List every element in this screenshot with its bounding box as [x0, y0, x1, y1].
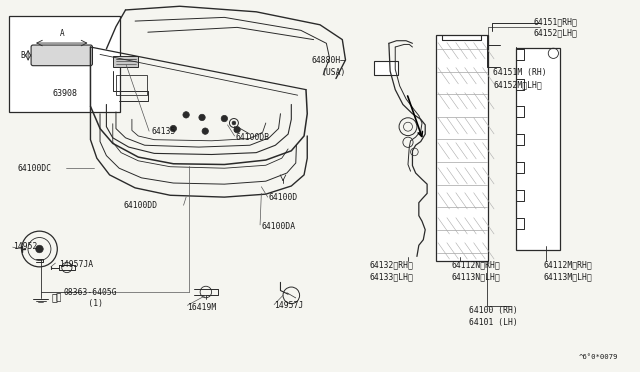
Circle shape: [199, 114, 205, 121]
Circle shape: [36, 245, 44, 253]
Text: 64112N（RH）
64113N（LH）: 64112N（RH） 64113N（LH）: [451, 260, 500, 281]
Text: 64112M（RH）
64113M（LH）: 64112M（RH） 64113M（LH）: [543, 260, 592, 281]
Text: 08363-6405G
     (1): 08363-6405G (1): [64, 288, 117, 308]
Text: ^6°0*0079: ^6°0*0079: [579, 354, 618, 360]
Circle shape: [232, 121, 236, 125]
Text: 64100D: 64100D: [269, 193, 298, 202]
Bar: [374, 61, 399, 75]
Text: A: A: [60, 29, 64, 38]
Text: B: B: [20, 51, 25, 60]
Bar: [436, 35, 488, 261]
Text: 14952: 14952: [13, 241, 37, 250]
Text: 64151M (RH)
64152M（LH）: 64151M (RH) 64152M（LH）: [493, 68, 547, 89]
Text: 64151（RH）
64152（LH）: 64151（RH） 64152（LH）: [534, 17, 578, 38]
Text: 64100DC: 64100DC: [17, 164, 51, 173]
Text: 64100DB: 64100DB: [236, 132, 270, 142]
Bar: [113, 55, 138, 67]
Text: Ⓢ: Ⓢ: [55, 294, 61, 302]
Circle shape: [183, 112, 189, 118]
Bar: [116, 75, 147, 95]
Circle shape: [202, 128, 209, 134]
Text: 16419M: 16419M: [188, 303, 216, 312]
Text: 64100 (RH)
64101 (LH): 64100 (RH) 64101 (LH): [469, 306, 518, 327]
Text: 64100DA: 64100DA: [261, 221, 296, 231]
Circle shape: [221, 115, 228, 122]
Bar: [516, 48, 560, 250]
FancyBboxPatch shape: [31, 45, 92, 66]
Text: 63908: 63908: [52, 89, 77, 98]
Text: 64880H―
(USA): 64880H― (USA): [312, 56, 346, 77]
Text: 14957JA: 14957JA: [59, 260, 93, 269]
Circle shape: [234, 126, 240, 133]
Text: Ⓢ: Ⓢ: [51, 292, 57, 302]
Text: 64135: 64135: [151, 126, 175, 136]
Circle shape: [170, 125, 177, 132]
Text: 14957J: 14957J: [274, 301, 303, 310]
Text: 64132（RH）
64133（LH）: 64132（RH） 64133（LH）: [369, 260, 413, 281]
Bar: [9, 16, 120, 112]
Text: 64100DD: 64100DD: [124, 201, 157, 210]
